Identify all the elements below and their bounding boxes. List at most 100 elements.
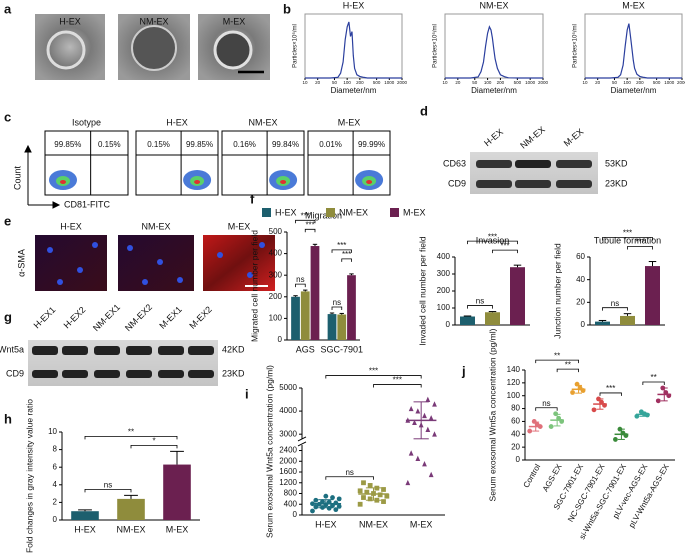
significance-bracket [492,249,518,254]
significance-bracket [467,240,518,245]
data-point [333,507,339,513]
axis-label: Count [12,166,22,191]
em-images [35,14,270,80]
y-axis-label: Invaded cell number per field [417,236,427,345]
data-point [570,390,575,395]
chart-title: Invasion [476,235,510,245]
axis-label: CD81-FITC [64,199,111,209]
y-tick-label: 0 [53,515,58,524]
significance-bracket [535,359,579,364]
data-point [313,497,319,503]
x-tick-label: 100 [623,80,631,85]
y-tick-label: 40 [511,429,520,438]
data-point [415,408,421,414]
significance-label: ns [296,275,304,284]
data-point [367,496,373,502]
data-point [422,412,427,419]
axis-break [298,438,306,445]
cell-cloud [280,180,287,184]
y-tick-label: 60 [576,252,585,261]
flow-axes [24,144,61,209]
significance-bracket [130,444,178,449]
data-point [361,480,366,486]
x-tick-label: 50 [472,80,478,85]
axis-break [297,441,307,447]
y-axis-label: Serum exosomal Wnt5a concentration (pg/m… [487,328,497,501]
data-point [384,493,390,499]
plot-frame [304,13,403,79]
significance-bracket [295,219,316,224]
y-tick-label: 0 [581,320,586,329]
lane-label: M-EX1 [157,304,184,331]
percentage: 0.01% [319,140,342,149]
lane-label: NM-EX [518,124,547,150]
size-distribution-line [305,21,402,79]
significance-bracket [556,368,579,373]
data-point [336,496,342,502]
data-point [432,401,437,407]
x-tick-label: SGC-7901 [320,344,363,354]
percentage: 99.85% [54,140,81,149]
panel-label: b [283,1,291,16]
x-tick-label: 2000 [677,80,685,85]
data-point [591,407,597,413]
row-label: CD9 [6,368,24,378]
lane-label: H-EX1 [32,305,58,331]
data-point [357,488,363,494]
legend-swatch [326,208,335,217]
significance-label: ns [104,480,112,489]
y-tick-label: 0 [293,510,298,519]
y-tick-label: 800 [284,489,298,498]
y-tick-label: 300 [437,269,451,278]
x-tick-label: 10 [582,80,588,85]
percentage: 0.15% [147,140,170,149]
data-point [412,419,417,426]
significance-label: ** [650,373,656,382]
x-tick-label: 50 [332,80,338,85]
x-tick-label: AGS [296,344,315,354]
data-point [613,437,618,442]
x-tick-label: 20 [455,80,461,85]
significance-label: *** [337,241,346,250]
y-tick-label: 400 [284,499,298,508]
bar [71,511,99,520]
significance-bracket [467,305,493,309]
panel-label: i [245,386,249,401]
size-label: 42KD [222,344,245,354]
y-tick-label: 100 [269,314,283,323]
panel-label: g [4,309,12,324]
significance-label: ** [554,351,560,360]
lane-label: H-EX2 [62,305,88,331]
cell-cloud [194,180,201,184]
x-tick-label: 100 [343,80,351,85]
y-tick-label: 4000 [279,406,297,415]
significance-label: *** [623,229,632,238]
significance-label: ns [345,468,353,477]
x-tick-label: 2000 [538,80,549,85]
x-tick-label: M-EX [166,524,189,534]
significance-bracket [535,407,558,411]
data-point [408,450,414,456]
x-tick-label: 10 [442,80,448,85]
image-label: M-EX [228,221,251,231]
row-label: CD9 [448,178,466,188]
data-point [432,431,437,437]
data-point [367,483,373,488]
y-tick-label: 2400 [279,446,297,455]
significance-label: *** [500,241,509,250]
significance-bracket [331,249,352,253]
y-tick-label: 40 [576,275,585,284]
bar [117,498,145,520]
y-tick-label: 200 [437,286,451,295]
panel-label: e [4,213,11,228]
y-tick-label: 80 [511,404,520,413]
significance-bracket [84,435,178,440]
bar [645,266,660,325]
cell-cloud [60,180,66,184]
legend-swatch [262,208,271,217]
lane-label: M-EX [562,126,586,148]
y-tick-label: 1600 [279,467,297,476]
data-point [381,487,386,492]
x-tick-label: 10 [302,80,308,85]
x-tick-label: 2000 [397,80,408,85]
